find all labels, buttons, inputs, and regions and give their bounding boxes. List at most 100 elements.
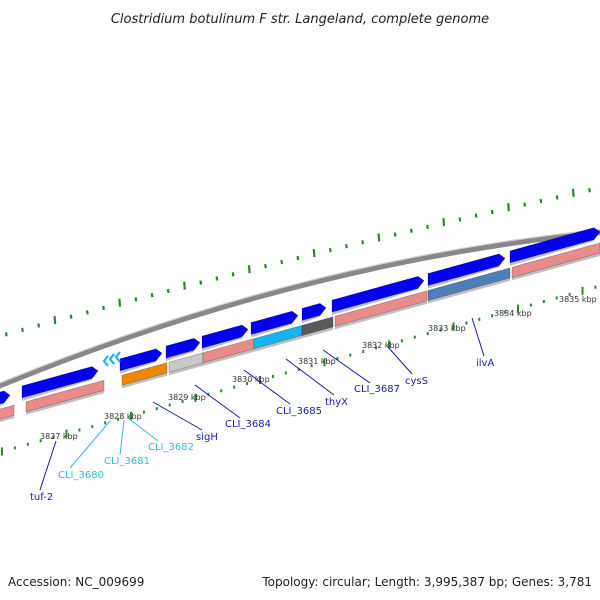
topology-text: Topology: circular; Length: 3,995,387 bp… [261,575,592,589]
upper-tick [458,217,462,222]
upper-tick [21,327,24,333]
kbp-label-3833: 3833 kbp [428,324,466,333]
label-leaders [39,317,485,491]
kbp-label-3828: 3828 kbp [104,412,142,421]
gene-label-cyss[interactable]: cysS [405,376,428,387]
leader-line-3 [119,419,125,456]
upper-tick [134,297,138,302]
upper-tick [312,248,316,258]
upper-tick [539,198,543,204]
backbone-track [0,228,600,389]
forward-gene-10 [509,227,600,264]
upper-tick [247,265,251,274]
kbp-label-3830: 3830 kbp [232,375,270,384]
forward-gene-5-shadow [202,337,242,352]
forward-gene-9-shadow [428,265,499,289]
upper-tick [377,233,381,242]
forward-gene-3-shadow [120,360,156,374]
upper-tick [231,272,235,277]
cds-segment-7 [301,316,334,336]
upper-tick [490,209,494,215]
forward-gene-1 [0,390,11,405]
cds-segment-3-shadow [122,372,167,389]
upper-tick [85,310,89,315]
accession-text: Accession: NC_009699 [8,575,144,589]
cds-segment-9-shadow [428,277,510,304]
upper-tick [183,281,186,290]
upper-tick [426,224,429,230]
kbp-label-3829: 3829 kbp [168,393,206,402]
forward-gene-10-shadow [510,239,594,266]
cds-segment-6-shadow [254,335,302,352]
leader-line-1 [39,440,57,491]
upper-tick [588,188,591,193]
forward-gene-1-shadow [0,402,4,407]
upper-tick [345,244,348,249]
kbp-label-3835: 3835 kbp [559,295,597,304]
gene-label-cli-3687[interactable]: CLI_3687 [354,384,400,395]
backbone-line [0,230,600,389]
kbp-label-3834: 3834 kbp [494,309,532,318]
small-gene-chevron-1 [102,355,109,367]
gene-label-cli-3684[interactable]: CLI_3684 [225,419,271,430]
leader-line-5 [152,401,203,431]
leader-line-8 [285,358,335,396]
cds-segment-2 [25,379,105,413]
upper-tick [442,218,446,227]
gene-label-cli-3685[interactable]: CLI_3685 [276,406,322,417]
leader-line-9 [322,349,371,384]
small-gene-chevron-2 [108,353,115,365]
upper-tick [166,288,170,294]
upper-tick [53,315,57,325]
cds-segment-8-shadow [335,300,427,330]
forward-gene-3 [119,348,163,372]
gene-label-cli-3680[interactable]: CLI_3680 [58,470,104,481]
cds-segment-9 [427,267,511,301]
cds-segment-3 [121,362,168,386]
forward-gene-8 [331,275,425,313]
cds-segment-4-shadow [169,362,203,376]
forward-gene-6-shadow [251,323,292,338]
leader-line-2 [69,420,111,469]
forward-gene-9 [427,253,506,286]
upper-tick [37,323,41,328]
forward-gene-7 [301,303,327,321]
cds-segment-1-shadow [0,415,14,423]
upper-tick [523,202,527,207]
upper-tick [571,188,575,197]
upper-tick [361,240,365,245]
forward-gene-2-shadow [22,378,92,401]
upper-tick [150,292,154,298]
upper-tick [4,332,8,337]
leader-line-6 [194,384,241,419]
feature-tracks [0,227,600,423]
upper-tick [215,276,219,281]
gene-label-tuf-2[interactable]: tuf-2 [30,492,53,503]
cds-segment-10-shadow [512,252,600,281]
cds-segment-1 [0,404,15,420]
upper-tick [118,298,122,307]
forward-gene-4 [165,337,201,359]
upper-tick [69,314,73,319]
gene-label-thyx[interactable]: thyX [325,397,348,408]
forward-gene-7-shadow [302,315,320,324]
map-title: Clostridium botulinum F str. Langeland, … [111,12,489,27]
upper-tick [393,232,397,237]
backbone-highlight [0,228,600,384]
cds-segment-7-shadow [302,326,333,339]
kbp-label-3831: 3831 kbp [298,357,336,366]
forward-gene-5 [201,324,249,349]
forward-gene-6 [250,310,299,335]
upper-tick [199,280,203,285]
leader-line-7 [243,369,291,405]
gene-label-cli-3682[interactable]: CLI_3682 [148,442,194,453]
upper-tick [102,305,105,311]
upper-tick [507,203,510,212]
gene-label-ilva[interactable]: ilvA [476,358,494,369]
gene-label-cli-3681[interactable]: CLI_3681 [104,456,150,467]
upper-tick [555,195,559,200]
upper-tick [474,213,478,218]
gene-label-sigh[interactable]: sigH [196,432,218,443]
upper-tick [409,228,413,233]
